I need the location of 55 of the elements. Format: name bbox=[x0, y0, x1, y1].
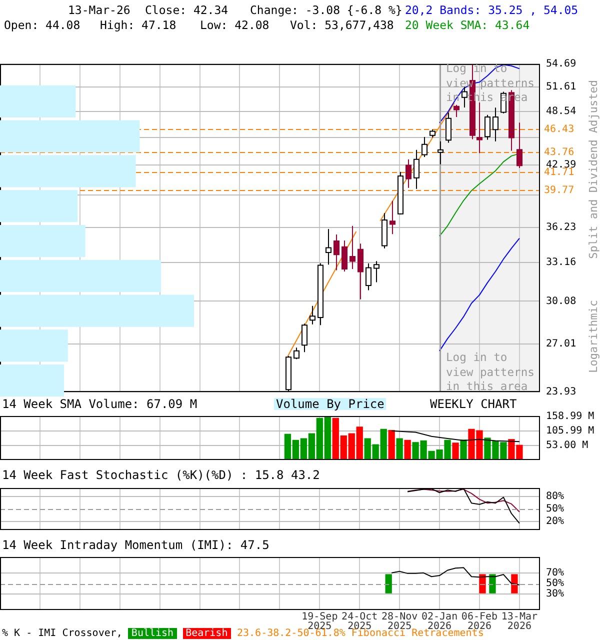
bar bbox=[0, 190, 78, 222]
bar bbox=[0, 260, 162, 292]
y-tick-label: 23.93 bbox=[546, 386, 576, 398]
y-tick-label: 51.61 bbox=[546, 82, 576, 93]
bar bbox=[0, 330, 68, 362]
y-tick-label: 158.99 M bbox=[546, 410, 594, 422]
bar bbox=[388, 430, 395, 460]
y-tick-label: 105.99 M bbox=[546, 425, 594, 436]
text: High: 47.18 bbox=[100, 18, 176, 32]
y-tick-label: 30% bbox=[546, 588, 564, 600]
text: 20 Week SMA: 43.64 bbox=[405, 18, 531, 33]
y-tick-label: 36.23 bbox=[546, 222, 576, 234]
text: % K - IMI Crossover, bbox=[2, 628, 122, 639]
text: WEEKLY CHART bbox=[430, 397, 517, 411]
bar bbox=[404, 440, 411, 460]
y-tick-label: 33.16 bbox=[546, 257, 576, 268]
bar bbox=[0, 224, 86, 258]
y-axis-title: Split and Dividend Adjusted bbox=[587, 80, 600, 259]
chart-title: 14 Week Fast Stochastic (%K)(%D) : 15.8 43.2 bbox=[2, 468, 320, 482]
y-tick-label: 50% bbox=[546, 504, 564, 515]
text: Volume By Price bbox=[274, 397, 386, 411]
text: Low: 42.08 bbox=[200, 18, 270, 32]
y-tick-label: 70% bbox=[546, 567, 564, 578]
bar bbox=[460, 440, 467, 460]
y-tick-label: 80% bbox=[546, 490, 564, 502]
y-tick-label: 30.08 bbox=[546, 296, 576, 307]
x-tick-label: 13-Mar 2026 bbox=[501, 611, 538, 632]
bar bbox=[0, 364, 64, 397]
y-tick-label: 48.54 bbox=[546, 106, 576, 117]
bar bbox=[0, 85, 76, 118]
ref-line-label: 43.76 bbox=[544, 147, 574, 158]
y-tick-label: 20% bbox=[546, 516, 564, 528]
text: Logarithmic bbox=[587, 300, 600, 373]
text: Bullish bbox=[128, 628, 177, 639]
y-tick-label: 50% bbox=[546, 578, 564, 590]
bar bbox=[0, 120, 140, 152]
text: Vol: 53,677,438 bbox=[290, 18, 394, 32]
ref-line-label: 46.43 bbox=[544, 124, 574, 136]
text: Change: -3.08 {-6.8 %} bbox=[250, 3, 402, 17]
bar bbox=[0, 294, 194, 327]
y-tick-label: 27.01 bbox=[546, 338, 576, 350]
text: 13-Mar-26 bbox=[68, 3, 130, 17]
annotation: Log in to view patterns in this area bbox=[446, 351, 536, 394]
bar bbox=[452, 442, 459, 460]
bar bbox=[396, 438, 403, 460]
bar bbox=[0, 155, 136, 188]
text: Bearish bbox=[182, 628, 231, 639]
text: Open: 44.08 bbox=[4, 18, 80, 32]
y-tick-label: 54.69 bbox=[546, 58, 576, 70]
chart-title: 14 Week SMA Volume: 67.09 M bbox=[2, 397, 198, 411]
y-tick-label: 53.00 M bbox=[546, 440, 588, 452]
text: Close: 42.34 bbox=[145, 3, 228, 17]
text: 20,2 Bands: 35.25 , 54.05 bbox=[405, 3, 578, 18]
ref-line-label: 39.77 bbox=[544, 185, 574, 196]
chart-title: 14 Week Intraday Momentum (IMI): 47.5 bbox=[2, 538, 270, 552]
